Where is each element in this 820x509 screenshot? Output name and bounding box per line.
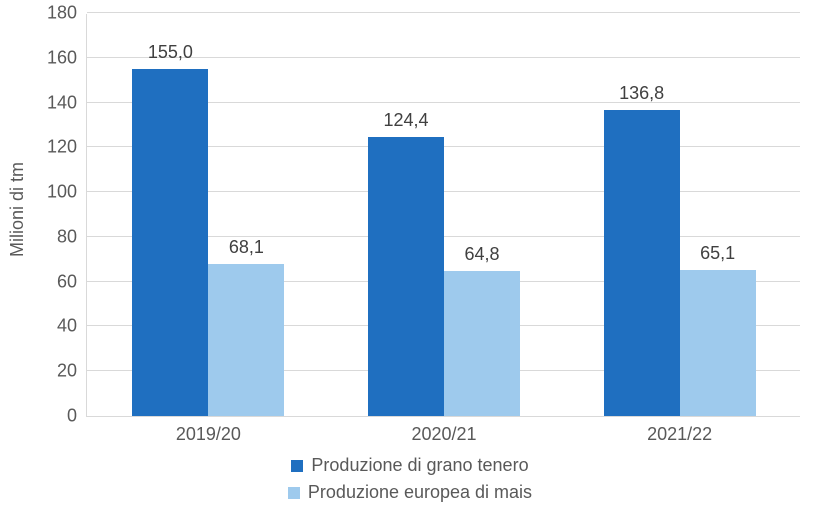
- bar-value-label: 124,4: [383, 110, 428, 131]
- bar: 124,4: [368, 137, 444, 416]
- x-tick-label: 2021/22: [647, 424, 712, 445]
- y-tick-label: 120: [47, 137, 77, 158]
- y-tick-label: 100: [47, 182, 77, 203]
- bar: 136,8: [604, 110, 680, 416]
- bar-value-label: 68,1: [229, 237, 264, 258]
- legend-swatch: [291, 460, 303, 472]
- legend-swatch: [288, 487, 300, 499]
- bar-group: 124,464,8: [368, 137, 520, 416]
- x-tick-label: 2019/20: [176, 424, 241, 445]
- legend: Produzione di grano tenero Produzione eur…: [0, 455, 820, 503]
- bar-group: 136,865,1: [604, 110, 756, 416]
- bar-value-label: 65,1: [700, 243, 735, 264]
- bar: 68,1: [208, 264, 284, 416]
- y-tick-label: 0: [67, 406, 77, 427]
- y-axis-label: Milioni di tm: [8, 162, 29, 257]
- bar-value-label: 136,8: [619, 83, 664, 104]
- chart-container: Milioni di tm 02040608010012014016018015…: [0, 0, 820, 509]
- legend-item: Produzione europea di mais: [288, 482, 532, 503]
- y-axis-label-wrap: Milioni di tm: [6, 0, 30, 419]
- x-tick-label: 2020/21: [411, 424, 476, 445]
- y-tick-label: 20: [57, 361, 77, 382]
- bar-value-label: 155,0: [148, 42, 193, 63]
- y-tick-label: 40: [57, 316, 77, 337]
- y-tick-label: 80: [57, 226, 77, 247]
- y-tick-label: 160: [47, 47, 77, 68]
- bar: 64,8: [444, 271, 520, 416]
- bar: 65,1: [680, 270, 756, 416]
- grid-line: [87, 57, 800, 58]
- plot-area: 020406080100120140160180155,068,12019/20…: [86, 14, 800, 417]
- legend-item: Produzione di grano tenero: [291, 455, 528, 476]
- bar-value-label: 64,8: [464, 244, 499, 265]
- bar: 155,0: [132, 69, 208, 416]
- grid-line: [87, 12, 800, 13]
- y-tick-label: 140: [47, 92, 77, 113]
- y-tick-label: 180: [47, 3, 77, 24]
- bar-group: 155,068,1: [132, 69, 284, 416]
- legend-label: Produzione di grano tenero: [311, 455, 528, 476]
- legend-label: Produzione europea di mais: [308, 482, 532, 503]
- y-tick-label: 60: [57, 271, 77, 292]
